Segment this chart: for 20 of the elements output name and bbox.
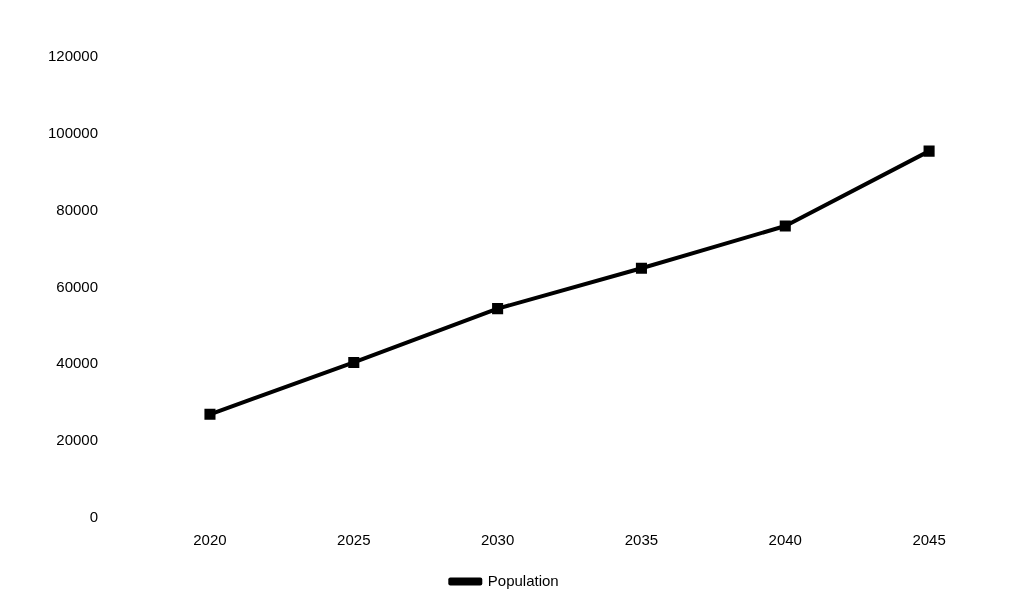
x-tick-label: 2025 (337, 531, 371, 549)
y-tick-label: 120000 (47, 47, 99, 65)
point (204, 408, 216, 420)
y-tick-label: 0 (89, 508, 99, 526)
x-tick-label: 2040 (768, 531, 802, 549)
point (348, 356, 360, 368)
y-tick-label: 100000 (47, 123, 99, 141)
x-tick-label: 2045 (912, 531, 946, 549)
y-tick-label: 20000 (56, 431, 99, 449)
y-tick-label: 40000 (56, 354, 99, 372)
point (779, 220, 791, 232)
y-tick-label: 60000 (56, 277, 99, 295)
x-tick-label: 2020 (193, 531, 227, 549)
point (635, 262, 647, 274)
y-tick-label: 80000 (56, 200, 99, 218)
point (492, 303, 504, 315)
point (923, 145, 935, 157)
legend-label: Population (487, 571, 559, 589)
x-tick-label: 2035 (624, 531, 659, 549)
x-tick-label: 2030 (480, 531, 515, 549)
